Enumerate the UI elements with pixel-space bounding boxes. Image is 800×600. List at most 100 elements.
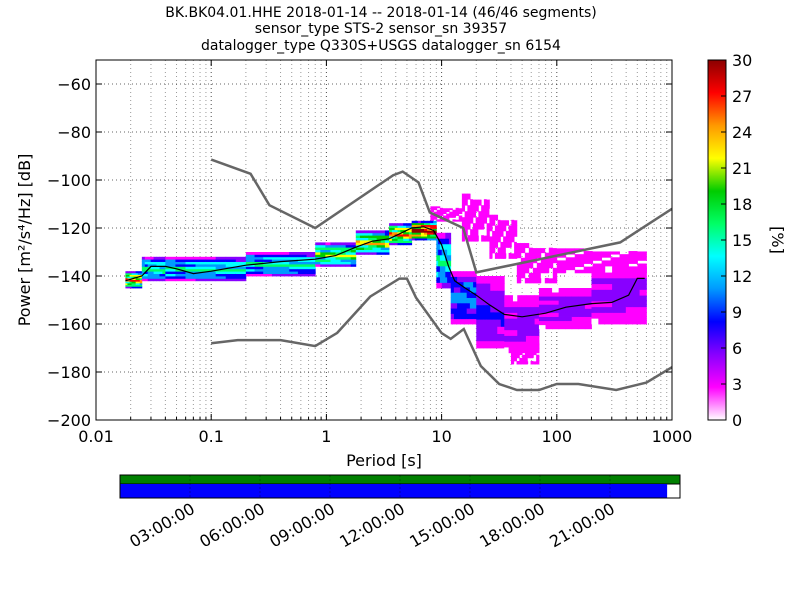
psd-density-cell [473,276,477,283]
psd-sparse-cell [470,235,474,242]
psd-density-cell [469,281,474,288]
psd-density-cell [162,264,166,267]
psd-density-cell [417,236,422,239]
psd-density-cell [137,272,141,275]
psd-density-cell [417,230,422,233]
psd-sparse-cell [497,219,501,226]
psd-density-cell [483,276,488,284]
psd-density-cell [359,249,365,253]
psd-density-cell [254,273,264,277]
psd-density-cell [345,261,352,265]
psd-sparse-cell [452,205,456,209]
psd-density-cell [565,292,573,297]
psd-sparse-cell [458,217,463,220]
psd-density-cell [320,244,326,248]
psd-density-cell [135,284,139,287]
psd-density-cell [445,238,448,245]
psd-density-cell [552,296,560,301]
psd-density-cell [384,232,390,236]
psd-density-cell [545,308,553,313]
psd-density-cell [450,308,455,314]
psd-sparse-cell [508,236,512,243]
psd-density-cell [175,259,186,262]
psd-density-cell [584,288,592,293]
psd-sparse-cell [552,247,558,254]
psd-density-cell [447,271,450,278]
psd-sparse-cell [508,258,512,265]
psd-sparse-cell [483,217,488,224]
psd-density-cell [263,266,273,270]
psd-sparse-cell [540,242,546,249]
psd-density-cell [420,238,425,241]
psd-density-cell [263,259,273,262]
psd-density-cell [439,282,443,289]
psd-density-cell [414,238,419,241]
psd-density-cell [150,266,154,270]
psd-density-cell [131,279,135,282]
psd-density-cell [457,292,461,298]
psd-density-cell [141,261,146,265]
psd-sparse-cell [513,364,517,368]
psd-density-cell [280,256,290,260]
psd-density-cell [165,268,176,272]
psd-density-cell [545,312,553,317]
psd-density-cell [584,324,592,330]
psd-density-cell [439,249,443,256]
psd-sparse-cell [494,236,499,243]
psd-sparse-cell [483,229,488,236]
psd-sparse-cell [489,208,493,215]
psd-density-cell [147,264,152,267]
psd-density-cell [466,271,471,277]
psd-density-cell [135,272,139,275]
psd-density-cell [315,252,321,255]
psd-density-cell [497,333,502,342]
psd-density-cell [359,235,365,238]
psd-density-cell [159,278,163,282]
psd-sparse-cell [461,217,466,224]
psd-density-cell [504,329,510,336]
psd-density-cell [325,259,331,262]
psd-sparse-cell [522,354,526,359]
psd-sparse-cell [455,211,460,214]
psd-sparse-cell [452,204,456,207]
psd-sparse-cell [481,241,485,248]
psd-density-cell [521,335,527,342]
psd-density-cell [150,259,154,262]
psd-sparse-cell [610,263,620,268]
psd-density-cell [463,302,468,309]
psd-density-cell [512,300,518,308]
psd-sparse-cell [467,223,471,230]
psd-density-cell [408,238,413,241]
psd-sparse-cell [514,219,518,226]
psd-density-cell [129,271,132,274]
psd-density-cell [345,252,352,255]
psd-sparse-cell [540,262,546,269]
psd-density-cell [400,223,404,226]
psd-density-cell [150,276,154,279]
psd-density-cell [448,254,452,261]
psd-density-cell [185,268,196,272]
psd-density-cell [521,318,527,325]
psd-density-cell [486,319,491,327]
psd-density-cell [508,306,514,313]
psd-density-cell [450,297,455,304]
psd-sparse-cell [565,266,576,271]
psd-density-cell [625,295,634,302]
psd-sparse-cell [492,230,496,237]
psd-density-cell [457,271,461,277]
psd-density-cell [534,347,540,354]
psd-density-cell [578,308,586,313]
psd-density-cell [159,276,163,279]
psd-sparse-cell [489,225,493,232]
psd-sparse-cell [505,214,510,221]
psd-sparse-cell [439,221,444,224]
psd-sparse-cell [500,214,504,221]
psd-density-cell [320,242,326,246]
psd-sparse-cell [511,236,515,243]
psd-density-cell [479,290,484,298]
psd-sparse-cell [533,364,537,368]
psd-density-cell [153,256,157,260]
psd-density-cell [340,247,347,250]
psd-density-cell [504,295,510,302]
psd-density-cell [335,252,341,255]
